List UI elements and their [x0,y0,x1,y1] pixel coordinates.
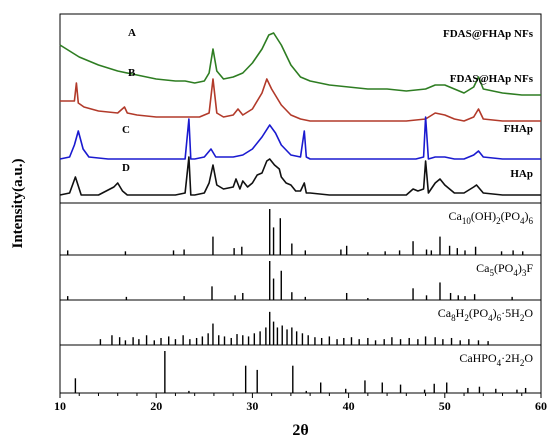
reference-label-bg [446,208,536,227]
x-axis-title: 2θ [292,422,308,439]
reference-label-part: 3 [522,268,527,278]
reference-label-3: Ca8H2(PO4)6·5H2O [438,306,534,323]
reference-label-part: 4 [520,216,525,226]
series-name-b: FDAS@HAp NFs [450,73,534,85]
reference-label-part: 4 [513,268,518,278]
reference-label-part: ·5H [501,306,520,320]
reference-label-part: 4 [497,358,502,368]
x-tick-label: 20 [150,399,162,413]
sample-panel-frame [59,13,542,204]
series-name-c: FHAp [504,123,533,135]
series-letter-a: A [128,27,136,39]
reference-label-part: O [524,351,533,365]
reference-label-part: 5 [489,268,494,278]
reference-label-part: H [456,306,465,320]
xrd-curve-d [59,156,541,196]
reference-label-part: 6 [497,313,502,323]
reference-panel-frame-4 [59,344,542,394]
reference-label-part: ) [518,261,522,275]
series-name-a: FDAS@FHAp NFs [443,28,534,40]
reference-label-part: (PO [501,209,521,223]
reference-panel-frame-2 [59,254,542,301]
xrd-curve-a [59,32,541,96]
xrd-curves [59,32,541,196]
reference-label-part: 6 [529,216,534,226]
xrd-curve-b [60,78,541,122]
series-letter-b: B [128,67,136,79]
x-tick-label: 40 [343,399,355,413]
x-tick-label: 10 [54,399,66,413]
reference-label-part: 2 [520,358,525,368]
reference-label-part: O [524,306,533,320]
reference-label-part: 4 [488,313,493,323]
reference-label-bg [474,260,536,279]
x-axis: 10 20 30 40 50 60 [54,393,547,413]
reference-label-bg [457,350,536,369]
reference-label-part: ) [525,209,529,223]
reference-label-part: (PO [494,261,514,275]
x-tick-label: 60 [535,399,547,413]
reference-label-part: (PO [469,306,489,320]
reference-label-part: 2 [464,313,469,323]
reference-label-part: ) [493,306,497,320]
reference-label-part: 10 [462,216,472,226]
reference-label-1: Ca10(OH)2(PO4)6 [448,209,533,226]
reference-label-part: CaHPO [459,351,497,365]
series-letter-c: C [122,124,130,136]
reference-label-part: ·2H [501,351,520,365]
reference-patterns [66,208,536,393]
reference-label-part: 2 [496,216,501,226]
reference-label-part: (OH) [471,209,496,223]
reference-label-4: CaHPO4·2H2O [459,351,533,368]
reference-label-part: Ca [476,261,490,275]
reference-label-part: 2 [520,313,525,323]
reference-label-bg [435,305,536,324]
xrd-curve-c [59,116,541,160]
y-axis-title: Intensity(a.u.) [10,158,26,248]
reference-label-part: 8 [451,313,456,323]
reference-label-part: Ca [438,306,452,320]
x-tick-label: 30 [246,399,258,413]
x-tick-label: 50 [439,399,451,413]
reference-label-2: Ca5(PO4)3F [476,261,533,278]
reference-label-part: F [526,261,533,275]
reference-label-part: Ca [448,209,462,223]
series-letter-d: D [122,162,130,174]
series-name-d: HAp [510,168,533,180]
plot-frames [59,13,542,394]
